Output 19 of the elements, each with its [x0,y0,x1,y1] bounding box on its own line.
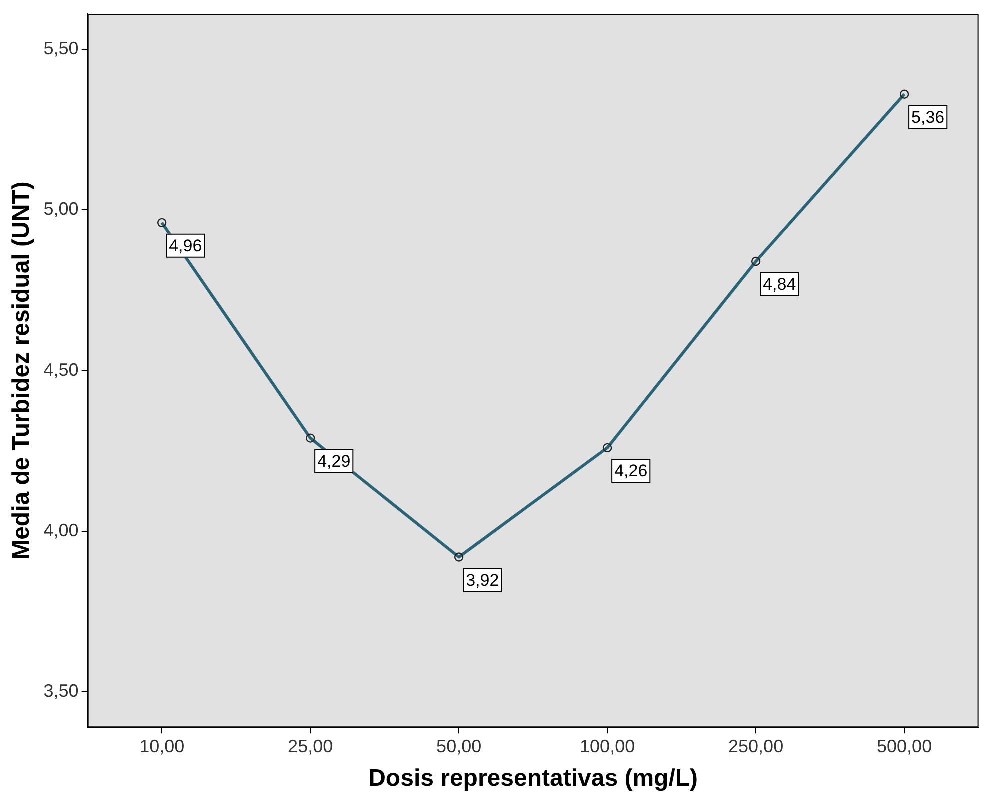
data-label: 5,36 [912,108,945,128]
y-tick-label: 3,50 [44,681,79,702]
data-label: 4,96 [169,236,202,256]
x-tick-label: 500,00 [877,736,932,756]
y-tick-label: 5,50 [44,38,79,58]
data-label: 4,84 [763,275,796,294]
x-tick-label: 25,00 [288,736,334,756]
y-tick-label: 4,50 [44,360,79,380]
x-tick-label: 10,00 [140,736,185,756]
x-tick-label: 100,00 [580,736,636,756]
data-label: 4,29 [318,452,351,471]
y-tick-label: 5,00 [44,199,79,220]
data-label: 4,26 [614,462,648,481]
x-axis-title: Dosis representativas (mg/L) [368,765,698,792]
y-tick-label: 4,00 [44,520,79,540]
y-axis-title: Media de Turbidez residual (UNT) [8,182,36,560]
x-tick-label: 250,00 [728,736,784,756]
x-tick-label: 50,00 [436,736,482,756]
data-label: 3,92 [466,570,500,590]
